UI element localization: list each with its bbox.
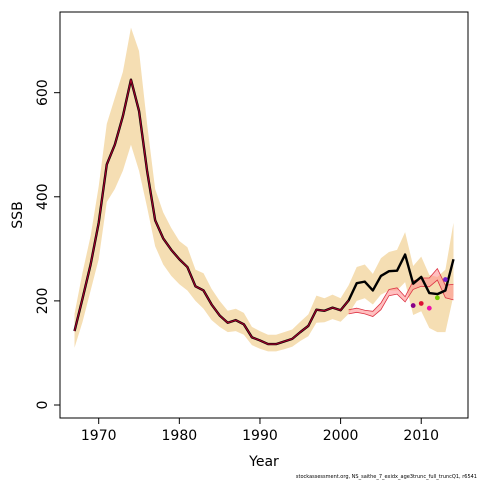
y-axis-label: SSB [10, 201, 26, 228]
retro-point [418, 301, 424, 306]
retro-point [410, 303, 416, 308]
x-tick-label: 1990 [242, 428, 278, 444]
x-tick-label: 1970 [81, 428, 117, 444]
retro-point [443, 277, 448, 282]
y-tick-label: 200 [35, 288, 51, 315]
x-tick-label: 2000 [323, 428, 359, 444]
y-tick-label: 0 [35, 401, 51, 410]
y-axis: 0 200 400 600 [35, 79, 60, 409]
plot-frame [59, 11, 469, 419]
x-tick-label: 2010 [403, 428, 439, 444]
ssb-line-overlay [73, 79, 350, 345]
confidence-band [74, 27, 454, 352]
retro-point [434, 295, 440, 301]
retro-point [426, 305, 432, 311]
retro-line-upper [348, 267, 454, 312]
caption-text: stockassessment.org, NS_saithe_7_exidx_a… [296, 474, 477, 480]
x-axis: 1970 1980 1990 2000 2010 [81, 418, 439, 444]
x-tick-label: 1980 [162, 428, 198, 444]
y-tick-label: 400 [35, 183, 51, 210]
plot-area [73, 27, 455, 352]
retro-line-lower [348, 279, 454, 317]
y-tick-label: 600 [35, 79, 51, 106]
x-axis-label: Year [248, 454, 279, 470]
